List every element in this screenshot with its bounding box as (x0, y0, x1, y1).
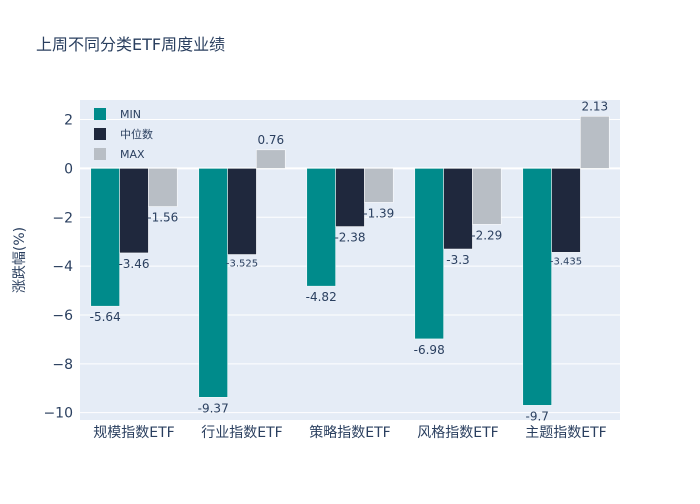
y-tick-label: −6 (52, 308, 73, 324)
data-label: -4.82 (306, 290, 337, 304)
bar-中位数-4 (551, 168, 581, 253)
bar-MAX-2 (364, 168, 394, 203)
x-tick-label: 策略指数ETF (309, 424, 390, 441)
bar-MAX-4 (580, 116, 610, 169)
data-label: 0.76 (257, 133, 284, 147)
data-label: -3.435 (550, 256, 582, 267)
data-label: 2.13 (581, 99, 608, 113)
y-tick-label: 0 (64, 161, 73, 177)
bar-MAX-3 (472, 168, 502, 225)
data-label: -5.64 (90, 310, 121, 324)
bar-MIN-1 (198, 168, 228, 398)
bar-MAX-1 (256, 149, 286, 169)
data-label: -3.525 (226, 259, 258, 270)
data-label: -1.56 (147, 211, 178, 225)
y-axis-label: 涨跌幅(%) (12, 227, 28, 293)
x-tick-label: 行业指数ETF (201, 425, 282, 441)
x-tick-label: 主题指数ETF (525, 425, 606, 441)
bar-中位数-0 (119, 168, 149, 254)
legend-label: MAX (120, 148, 145, 161)
legend-label: 中位数 (120, 127, 153, 141)
bar-中位数-1 (227, 168, 257, 255)
data-label: -3.46 (118, 257, 149, 271)
data-labels: -5.64 -3.46 -1.56 -9.37 -3.525 0.76 -4.82 -2.38… (90, 99, 608, 423)
x-axis-ticks: 规模指数ETF 行业指数ETF 策略指数ETF 风格指数ETF 主题指数ETF (93, 424, 606, 441)
data-label: -1.39 (363, 206, 394, 220)
y-tick-label: −10 (43, 406, 73, 422)
y-tick-label: 2 (64, 113, 73, 129)
data-label: -2.38 (334, 231, 365, 245)
bar-中位数-2 (335, 168, 365, 227)
bar-MIN-0 (90, 168, 120, 307)
y-tick-label: −2 (52, 210, 73, 226)
legend-label: MIN (120, 108, 141, 121)
x-tick-label: 规模指数ETF (93, 425, 174, 441)
data-label: -9.37 (198, 401, 229, 415)
bar-MIN-2 (306, 168, 336, 287)
legend-item-1[interactable]: 中位数 (94, 127, 153, 141)
bar-MAX-0 (148, 168, 178, 207)
data-label: -2.29 (471, 228, 502, 242)
legend-item-0[interactable]: MIN (94, 108, 141, 121)
x-tick-label: 风格指数ETF (417, 425, 498, 441)
legend[interactable]: MIN 中位数 MAX (94, 108, 153, 161)
legend-swatch (94, 128, 106, 140)
bar-MIN-4 (522, 168, 552, 406)
legend-item-2[interactable]: MAX (94, 148, 145, 161)
data-label: -6.98 (414, 343, 445, 357)
y-tick-label: −4 (52, 259, 73, 275)
data-label: -9.7 (525, 409, 548, 423)
y-axis-ticks: 2 0 −2 −4 −6 −8 −10 (43, 113, 73, 422)
bar-MIN-3 (414, 168, 444, 340)
bar-中位数-3 (443, 168, 473, 250)
legend-swatch (94, 108, 106, 120)
chart-title: 上周不同分类ETF周度业绩 (36, 35, 225, 54)
bars (90, 116, 610, 406)
legend-swatch (94, 148, 106, 160)
data-label: -3.3 (446, 253, 469, 267)
y-tick-label: −8 (52, 357, 73, 373)
